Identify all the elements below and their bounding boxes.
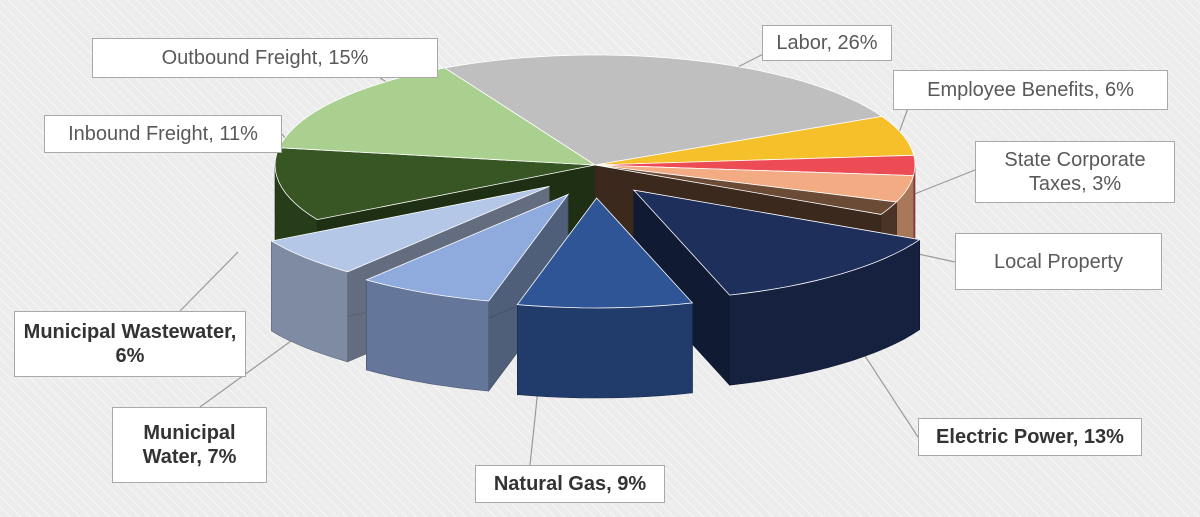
slice-municipal-wastewater [270, 186, 550, 273]
slice-labor [443, 54, 884, 166]
slice-label-state-corporate-taxes: State Corporate Taxes, 3% [975, 141, 1175, 203]
slice-other [594, 164, 898, 215]
slice-municipal-water [365, 193, 570, 302]
leader-line-municipal-wastewater [179, 251, 239, 312]
slice-electric-power [632, 189, 921, 296]
slice-local-property [594, 164, 915, 203]
slice-label-electric-power: Electric Power, 13% [918, 418, 1142, 456]
slice-employee-benefits [594, 115, 915, 166]
slice-label-labor: Labor, 26% [762, 25, 892, 61]
leader-line-state-corporate-taxes [911, 169, 976, 196]
slice-label-municipal-water: Municipal Water, 7% [112, 407, 267, 483]
slice-side-natural-gas [517, 302, 693, 399]
slice-natural-gas [516, 197, 694, 309]
slice-label-natural-gas: Natural Gas, 9% [475, 465, 665, 503]
pie-tops [270, 54, 921, 309]
slice-label-municipal-wastewater: Municipal Wastewater, 6% [14, 311, 246, 377]
slice-label-employee-benefits: Employee Benefits, 6% [893, 70, 1168, 110]
slice-inbound-freight [274, 147, 596, 221]
slice-label-inbound-freight: Inbound Freight, 11% [44, 115, 282, 153]
slice-state-corporate-taxes [594, 154, 916, 177]
slice-label-local-property: Local Property [955, 233, 1162, 290]
slice-label-outbound-freight: Outbound Freight, 15% [92, 38, 438, 78]
